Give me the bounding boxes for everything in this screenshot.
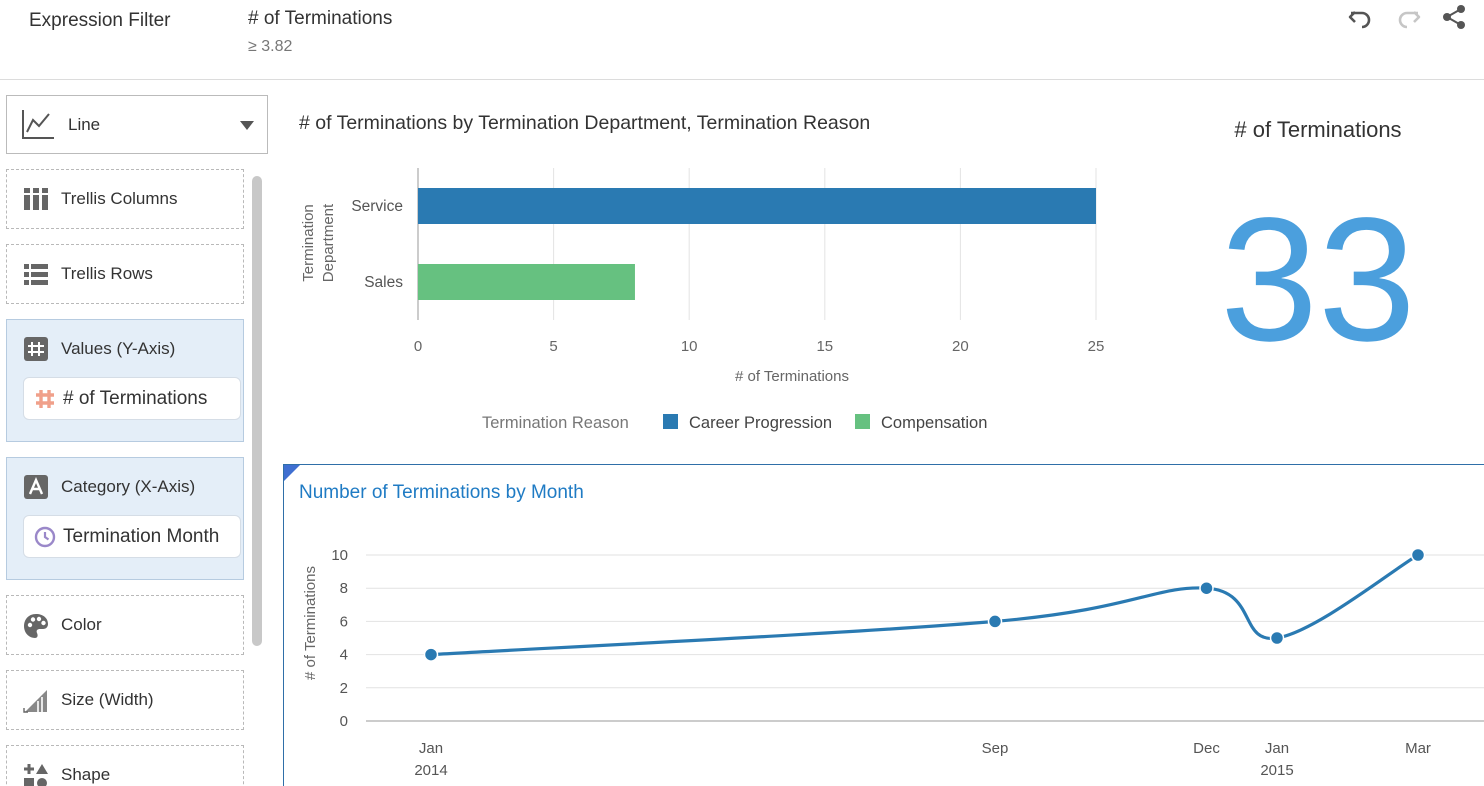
bar-chart-x-tick-label: 20 <box>952 338 969 355</box>
line-chart-y-tick-label: 0 <box>340 713 348 730</box>
bar-chart: Service Sales 0 5 10 15 20 25 Termination Depa… <box>300 168 1105 432</box>
trellis-rows-dropzone[interactable]: Trellis Rows <box>6 244 244 304</box>
bar-chart-x-tick-label: 5 <box>549 338 557 355</box>
shapes-icon <box>24 764 48 786</box>
category-x-axis-dropzone[interactable]: Category (X-Axis) Termination Month <box>6 457 244 580</box>
undo-icon[interactable] <box>1347 4 1375 30</box>
color-label: Color <box>61 615 102 634</box>
chart-type-dropdown[interactable]: Line <box>6 95 268 154</box>
kpi-value: 33 <box>1220 182 1416 378</box>
bar-chart-x-tick-label: 15 <box>816 338 833 355</box>
line-chart-x-tick-label: Jan <box>1265 740 1289 757</box>
line-chart-x-tick-year: 2015 <box>1260 762 1293 779</box>
header: Expression Filter # of Terminations ≥ 3.… <box>0 0 1484 80</box>
trellis-columns-icon <box>24 188 48 210</box>
size-label: Size (Width) <box>61 690 154 709</box>
selection-corner-marker <box>284 465 300 481</box>
line-series <box>430 553 1419 657</box>
values-y-axis-dropzone[interactable]: Values (Y-Axis) # of Terminations <box>6 319 244 442</box>
bar-chart-title: # of Terminations by Termination Departm… <box>299 112 871 134</box>
bar-chart-legend-title: Termination Reason <box>482 414 629 432</box>
chart-type-label: Line <box>68 115 101 134</box>
kpi-title: # of Terminations <box>1234 117 1402 142</box>
chevron-down-icon <box>240 121 254 130</box>
line-chart-x-tick-year: 2014 <box>414 762 447 779</box>
bar-chart-category-label: Sales <box>364 274 403 291</box>
line-chart-icon <box>22 110 54 139</box>
line-chart-y-tick-label: 4 <box>340 647 348 664</box>
line-chart-x-tick-label: Jan <box>419 740 443 757</box>
bar-service-career-progression[interactable] <box>418 188 1096 224</box>
line-data-point[interactable] <box>987 614 1003 629</box>
filter-name[interactable]: # of Terminations <box>248 8 393 29</box>
filter-value[interactable]: ≥ 3.82 <box>248 38 293 55</box>
line-chart-y-axis-label: # of Terminations <box>302 566 319 680</box>
values-y-axis-label: Values (Y-Axis) <box>61 339 176 358</box>
color-dropzone[interactable]: Color <box>6 595 244 655</box>
line-chart-x-tick-label: Mar <box>1405 740 1431 757</box>
attribute-icon <box>24 475 48 499</box>
bar-chart-x-axis-label: # of Terminations <box>735 368 849 385</box>
values-item-label: # of Terminations <box>63 388 208 409</box>
legend-swatch[interactable] <box>663 414 678 429</box>
share-icon[interactable] <box>1440 4 1468 30</box>
line-data-point[interactable] <box>423 647 439 662</box>
bar-chart-category-label: Service <box>351 198 403 215</box>
page-title: Expression Filter <box>29 10 171 31</box>
legend-label[interactable]: Career Progression <box>689 414 832 432</box>
trellis-columns-label: Trellis Columns <box>61 189 178 208</box>
clock-icon <box>34 526 56 548</box>
redo-icon[interactable] <box>1394 4 1422 30</box>
category-item-label: Termination Month <box>63 526 220 547</box>
line-chart-panel[interactable]: Number of Terminations by Month 0 2 4 6 8 10 … <box>283 464 1484 786</box>
bar-chart-x-tick-label: 0 <box>414 338 422 355</box>
line-data-point[interactable] <box>1410 547 1426 563</box>
category-x-axis-label: Category (X-Axis) <box>61 477 196 496</box>
line-chart-title: Number of Terminations by Month <box>299 482 584 503</box>
line-data-point[interactable] <box>1269 630 1285 646</box>
legend-swatch[interactable] <box>855 414 870 429</box>
category-item-pill[interactable]: Termination Month <box>23 515 241 558</box>
bar-sales-compensation[interactable] <box>418 264 635 300</box>
shape-dropzone[interactable]: Shape <box>6 745 244 786</box>
line-chart-x-tick-label: Dec <box>1193 740 1220 757</box>
line-chart-y-tick-label: 8 <box>340 580 348 597</box>
bar-chart-x-tick-label: 25 <box>1088 338 1105 355</box>
trellis-rows-label: Trellis Rows <box>61 264 153 283</box>
line-chart-y-tick-label: 10 <box>331 547 348 564</box>
number-icon <box>24 337 48 361</box>
line-chart: 0 2 4 6 8 10 Jan 2014 Sep Dec Jan 2015 Mar # of Ter… <box>302 547 1484 779</box>
shape-label: Shape <box>61 765 111 784</box>
trellis-columns-dropzone[interactable]: Trellis Columns <box>6 169 244 229</box>
size-icon <box>23 690 47 713</box>
bar-chart-y-axis-label: Termination <box>300 204 317 282</box>
bar-chart-y-axis-label-line2: Department <box>320 203 337 282</box>
palette-icon <box>24 614 48 638</box>
bar-chart-x-tick-label: 10 <box>681 338 698 355</box>
left-panel-scrollbar[interactable] <box>252 176 262 646</box>
trellis-rows-icon <box>24 264 48 285</box>
measure-icon <box>36 390 54 408</box>
line-chart-y-tick-label: 6 <box>340 613 348 630</box>
line-chart-x-tick-label: Sep <box>982 740 1009 757</box>
line-chart-y-tick-label: 2 <box>340 680 348 697</box>
legend-label[interactable]: Compensation <box>881 414 987 432</box>
values-item-pill[interactable]: # of Terminations <box>23 377 241 420</box>
line-data-point[interactable] <box>1199 580 1214 596</box>
size-dropzone[interactable]: Size (Width) <box>6 670 244 730</box>
